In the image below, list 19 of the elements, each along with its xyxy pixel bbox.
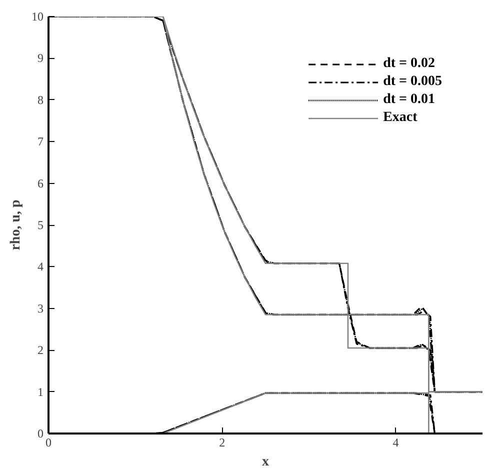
y-tick-label: 8 — [38, 92, 44, 107]
x-tick-label: 2 — [219, 436, 226, 450]
y-tick-label: 0 — [38, 426, 44, 440]
x-axis-title: x — [262, 454, 269, 470]
y-tick-label: 7 — [38, 134, 44, 149]
y-tick-label: 1 — [38, 384, 44, 399]
y-tick-label: 9 — [38, 51, 44, 66]
y-tick-label: 4 — [38, 260, 44, 274]
y-tick-label: 6 — [38, 176, 44, 190]
legend-label: dt = 0.005 — [383, 74, 442, 90]
legend-label: dt = 0.02 — [383, 56, 435, 72]
y-axis-title: rho, u, p — [8, 200, 24, 250]
legend-label: dt = 0.01 — [383, 92, 435, 108]
y-tick-label: 2 — [38, 343, 44, 358]
y-tick-label: 5 — [38, 218, 44, 232]
y-tick-label: 10 — [32, 10, 44, 24]
x-tick-label: 4 — [392, 436, 399, 450]
y-tick-label: 3 — [38, 301, 44, 316]
legend-label: Exact — [383, 110, 418, 126]
